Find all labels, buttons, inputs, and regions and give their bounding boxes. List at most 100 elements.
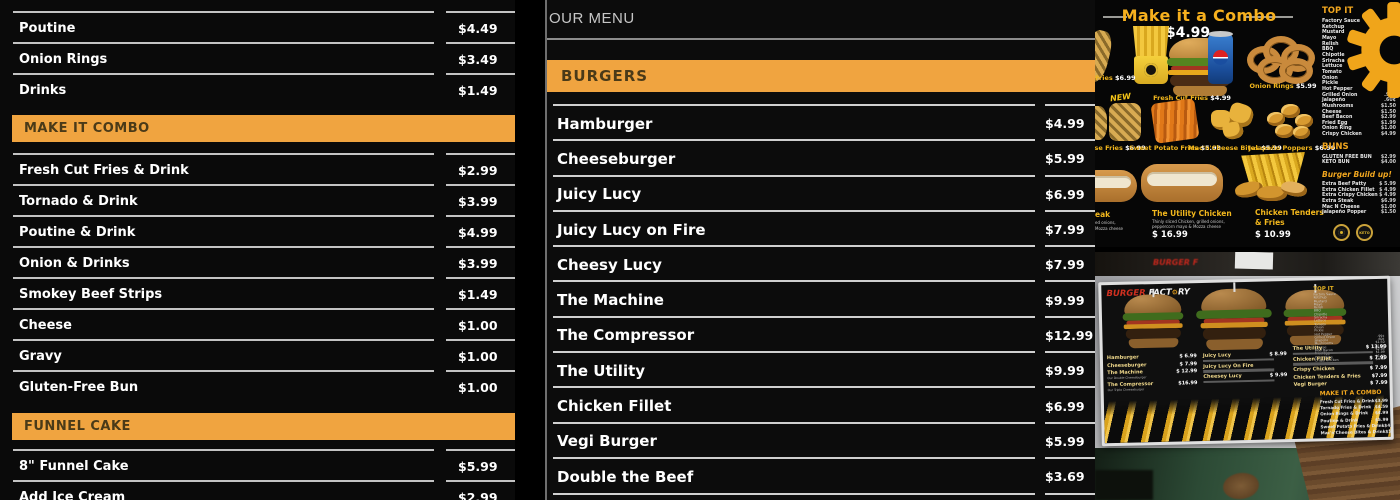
section-header-funnel-cake: FUNNEL CAKE (12, 413, 515, 440)
topping-row: Jalapeño .60¢ (1322, 98, 1396, 104)
menu-item-row: Gluten-Free Bun $1.00 (13, 370, 515, 402)
jalapeno-poppers-photo (1267, 102, 1317, 142)
pepsi-can-photo (1208, 31, 1233, 84)
item-name: Tornado & Drink (13, 184, 434, 217)
item-price: $4.99 (446, 215, 515, 248)
topping-row: Mayo (1322, 35, 1337, 41)
item-price: $4.99 (1045, 104, 1095, 141)
photo-menu-row: Cheesey Lucy $ 9.99 (1203, 372, 1287, 383)
photo-menu-row: The Compressor $16.99 Our Triple Cheesebu… (1107, 379, 1198, 392)
steak-desc-2: Mozza cheese (1095, 226, 1124, 231)
item-name: Vegi Burger (553, 421, 1035, 459)
item-price: $1.49 (446, 73, 515, 106)
menu-item-row: Cheeseburger $5.99 (553, 139, 1095, 176)
tenders-label-2: & Fries (1255, 218, 1285, 227)
item-price: $7.99 (1045, 209, 1095, 247)
food-label: Mac'n'Cheese Bites $5.99 (1188, 144, 1282, 152)
item-price: $3.99 (446, 184, 515, 217)
curly-fries-photo (1109, 103, 1141, 141)
build-up-row: Jalapeño Popper $1.50 (1322, 210, 1396, 216)
menu-item-row: Hamburger $4.99 (553, 104, 1095, 141)
build-up-list: Extra Beef Patty $ 5.99 Extra Chicken Fil… (1322, 182, 1396, 216)
menu-item-row: Cheesy Lucy $7.99 (553, 245, 1095, 281)
section-header-make-it-combo: MAKE IT COMBO (12, 115, 515, 142)
item-name: The Utility (553, 351, 1035, 388)
topping-row: Onion (1322, 75, 1338, 81)
item-name: Drinks (13, 73, 434, 106)
topping-row: Cheese $1.50 (1322, 109, 1396, 115)
column-burgers-1: Hamburger $ 6.99 Cheeseburger $ 7.99 The (1107, 353, 1198, 393)
title-rule-right (1245, 16, 1293, 18)
item-name: Add Ice Cream (13, 480, 434, 500)
combo-board-image: Make it a Combo $4.99 Fries $6.99 Onion … (1095, 0, 1400, 247)
item-price: $2.99 (446, 153, 515, 186)
menu-item-row: Poutine & Drink $4.99 (13, 215, 515, 248)
item-name: Hamburger (553, 104, 1035, 141)
top-it-list: Factory Sauce Ketchup Mustard Mayo Relis… (1322, 19, 1396, 138)
tenders-label-1: Chicken Tenders (1255, 208, 1324, 217)
food-label: Jalapeño Poppers $6.99 (1248, 144, 1336, 152)
topping-row: Crispy Chicken $4.99 (1322, 132, 1396, 138)
topping-row: Onion Ring $1.00 (1322, 126, 1396, 132)
item-name: The Machine (553, 280, 1035, 317)
photo-menu-row: Juicy Lucy On Fire (1203, 362, 1287, 373)
fries-partial-label: Fries $6.99 (1095, 74, 1136, 82)
item-price: $5.99 (1045, 139, 1095, 176)
item-price: $1.00 (446, 308, 515, 341)
item-name: Fresh Cut Fries & Drink (13, 153, 434, 186)
item-name: Cheese (13, 308, 434, 341)
fries-photo (1133, 26, 1169, 84)
photo-menu-row: Juicy Lucy $ 8.99 (1203, 351, 1287, 362)
left-top-section: Poutine $4.49 Onion Rings $3.49 Drinks $… (13, 11, 515, 106)
topping-row: Ketchup (1322, 24, 1345, 30)
section-header-burgers: BURGERS (547, 60, 1095, 92)
item-price: $1.00 (446, 339, 515, 372)
menu-item-row: Poutine $4.49 (13, 11, 515, 44)
topping-row: Mustard (1322, 30, 1345, 36)
buns-header: BUNS (1322, 141, 1349, 152)
item-price: $2.99 (446, 480, 515, 500)
item-name: Juicy Lucy (553, 174, 1035, 212)
build-up-row: Mac N Cheese $1.00 (1322, 204, 1396, 210)
menu-item-row: Onion Rings $3.49 (13, 42, 515, 75)
item-price: $3.99 (446, 246, 515, 279)
funnel-cake-section: 8" Funnel Cake $5.99 Add Ice Cream $2.99 (13, 449, 515, 500)
photo-menu-row: The Machine $ 12.99 Our Double Cheeseburg… (1107, 368, 1198, 381)
photo-menu-row: Vegi Burger $ 7.99 (1293, 379, 1388, 388)
column-chicken: The Utility $ 13.99 Chicken Fillet $ 7.99 (1293, 344, 1388, 390)
topping-row: Mushrooms $1.50 (1322, 103, 1396, 109)
item-name: Cheeseburger (553, 139, 1035, 176)
column-burgers-2: Juicy Lucy $ 8.99 Juicy Lucy On Fire Ch (1203, 351, 1288, 384)
make-it-a-combo-panel: MAKE IT A COMBO Fresh Cut Fries & Drink $… (1320, 389, 1394, 437)
bun-row: GLUTEN FREE BUN $2.99 (1322, 154, 1396, 160)
build-up-header: Burger Build up! (1322, 170, 1392, 180)
item-name: Onion Rings (13, 42, 434, 75)
center-menu-panel: OUR MENU BURGERS Hamburger $4.99 Cheeseb… (545, 0, 1095, 500)
food-label: Sweet Potato Fries $5.99 (1129, 144, 1221, 152)
storefront-photo: BURGER F BURGER FACT⚙RY (1095, 252, 1400, 500)
new-badge: NEW (1109, 91, 1132, 104)
menu-item-row: Add Ice Cream $2.99 (13, 480, 515, 500)
steak-partial-label: eak (1095, 210, 1111, 219)
item-name: Juicy Lucy on Fire (553, 209, 1035, 247)
onion-rings-photo (1247, 34, 1315, 84)
buns-list: GLUTEN FREE BUN $2.99 KETO BUN $4.00 (1322, 155, 1396, 166)
menu-item-row: 8" Funnel Cake $5.99 (13, 449, 515, 481)
factory-logo-badge (1333, 224, 1350, 241)
item-price: $1.49 (446, 277, 515, 310)
topping-row: Relish (1322, 41, 1339, 47)
printed-menu-board: BURGER FACT⚙RY TOP IT Factory Sauce (1098, 275, 1394, 447)
item-price: $9.99 (1045, 280, 1095, 317)
keto-badge: KETO (1356, 224, 1373, 241)
utility-desc-2: peppercorn mayo & Mozza cheese (1152, 224, 1221, 229)
burgers-list: Hamburger $4.99 Cheeseburger $5.99 Juicy… (553, 104, 1095, 493)
shelf-background: BURGER F (1095, 252, 1400, 278)
item-price: $4.49 (446, 11, 515, 44)
burger-photo (1122, 288, 1184, 349)
combo-section: Fresh Cut Fries & Drink $2.99 Tornado & … (13, 153, 515, 402)
top-it-header: TOP IT (1322, 6, 1354, 16)
item-price: $6.99 (1045, 386, 1095, 423)
item-name: Poutine & Drink (13, 215, 434, 248)
receipt-paper (1234, 252, 1274, 270)
menu-item-row: Onion & Drinks $3.99 (13, 246, 515, 279)
